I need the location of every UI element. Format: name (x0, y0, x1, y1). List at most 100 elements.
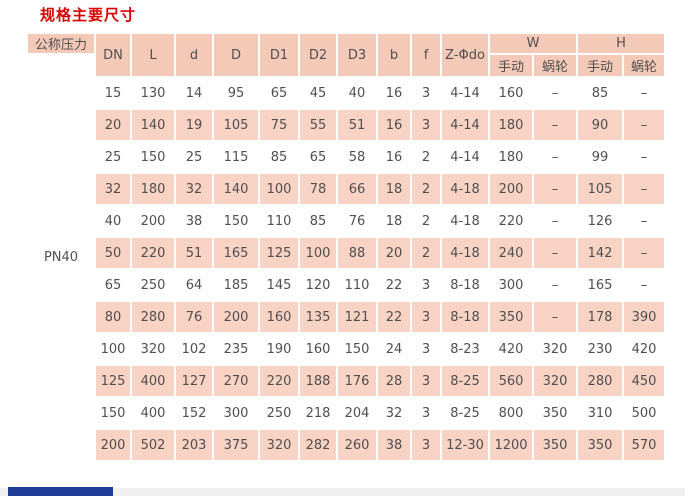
table-cell: 24 (378, 334, 410, 364)
table-row: 15 130 14 95 65 45 40 16 3 4-14 160–85– (28, 78, 664, 108)
table-cell: 420 (624, 334, 664, 364)
table-cell: 176 (338, 366, 376, 396)
col-header-f: f (412, 34, 440, 76)
table-cell: 4-18 (442, 206, 488, 236)
table-cell: 190 (260, 334, 298, 364)
table-cell: 350 (578, 430, 622, 460)
table-cell: 110 (338, 270, 376, 300)
table-cell: 19 (176, 110, 212, 140)
table-row: 32 180 32 140 100 78 66 18 2 4-18 200–105– (28, 174, 664, 204)
table-cell: 65 (96, 270, 130, 300)
table-cell: 800 (490, 398, 532, 428)
table-cell: 45 (300, 78, 336, 108)
table-cell: 50 (96, 238, 130, 268)
group-header-w: W (490, 34, 576, 53)
table-cell: 502 (132, 430, 174, 460)
table-cell: – (624, 110, 664, 140)
table-cell: 51 (176, 238, 212, 268)
table-cell: – (534, 142, 576, 172)
table-cell: 115 (214, 142, 258, 172)
table-cell: 310 (578, 398, 622, 428)
table-cell: 58 (338, 142, 376, 172)
col-header-d3: D3 (338, 34, 376, 76)
table-cell: 38 (176, 206, 212, 236)
table-cell: 280 (578, 366, 622, 396)
table-cell: 320 (534, 366, 576, 396)
table-cell: 3 (412, 78, 440, 108)
table-cell: 76 (338, 206, 376, 236)
table-cell: 85 (578, 78, 622, 108)
table-cell: 1200 (490, 430, 532, 460)
table-cell: 85 (300, 206, 336, 236)
table-cell: 165 (578, 270, 622, 300)
table-cell: 450 (624, 366, 664, 396)
table-cell: 220 (490, 206, 532, 236)
table-cell: 250 (260, 398, 298, 428)
table-cell: 130 (132, 78, 174, 108)
col-header-d1: D1 (260, 34, 298, 76)
table-cell: 200 (132, 206, 174, 236)
header-row-1: 公称压力 DN L d D D1 D2 D3 b f Z-Φdo W H (28, 34, 664, 76)
table-cell: 12-30 (442, 430, 488, 460)
col-header-z: Z-Φdo (442, 34, 488, 76)
table-cell: 300 (214, 398, 258, 428)
sub-header-w-worm: 蜗轮 (534, 55, 576, 76)
pressure-value-cell: PN40 (28, 55, 94, 460)
table-cell: 420 (490, 334, 532, 364)
table-row: 100 320 102 235 190 160 150 24 3 8-23 420 320 230 420 (28, 334, 664, 364)
table-cell: 4-18 (442, 238, 488, 268)
spec-table: 公称压力 DN L d D D1 D2 D3 b f Z-Φdo W H PN4… (26, 32, 666, 462)
table-cell: 126 (578, 206, 622, 236)
table-cell: 145 (260, 270, 298, 300)
active-tab-indicator[interactable] (8, 487, 113, 496)
table-cell: 100 (260, 174, 298, 204)
table-cell: 65 (260, 78, 298, 108)
table-cell: 150 (214, 206, 258, 236)
table-cell: 75 (260, 110, 298, 140)
table-cell: 8-23 (442, 334, 488, 364)
table-cell: 99 (578, 142, 622, 172)
table-cell: 25 (176, 142, 212, 172)
table-cell: 185 (214, 270, 258, 300)
table-cell: 500 (624, 398, 664, 428)
sub-header-w-manual: 手动 (490, 55, 532, 76)
table-cell: 22 (378, 270, 410, 300)
table-cell: 150 (338, 334, 376, 364)
table-cell: 320 (534, 334, 576, 364)
table-cell: 140 (132, 110, 174, 140)
table-cell: 165 (214, 238, 258, 268)
table-cell: 40 (96, 206, 130, 236)
table-cell: 188 (300, 366, 336, 396)
table-cell: 375 (214, 430, 258, 460)
table-cell: 204 (338, 398, 376, 428)
table-cell: 4-14 (442, 78, 488, 108)
table-cell: 22 (378, 302, 410, 332)
table-cell: 160 (300, 334, 336, 364)
table-cell: 260 (338, 430, 376, 460)
sub-header-h-manual: 手动 (578, 55, 622, 76)
table-cell: 18 (378, 206, 410, 236)
table-cell: 570 (624, 430, 664, 460)
col-header-D: D (214, 34, 258, 76)
table-cell: 200 (490, 174, 532, 204)
group-header-h: H (578, 34, 664, 53)
table-cell: 8-18 (442, 302, 488, 332)
table-cell: 220 (260, 366, 298, 396)
table-cell: 4-14 (442, 142, 488, 172)
table-cell: – (534, 270, 576, 300)
table-cell: 150 (132, 142, 174, 172)
table-cell: 3 (412, 398, 440, 428)
page-title: 规格主要尺寸 (40, 6, 137, 24)
table-cell: 32 (96, 174, 130, 204)
table-cell: 90 (578, 110, 622, 140)
table-cell: 100 (300, 238, 336, 268)
table-cell: 8-18 (442, 270, 488, 300)
table-cell: 32 (176, 174, 212, 204)
table-cell: 320 (132, 334, 174, 364)
table-cell: 8-25 (442, 398, 488, 428)
table-cell: 51 (338, 110, 376, 140)
table-cell: 28 (378, 366, 410, 396)
table-cell: 250 (132, 270, 174, 300)
table-cell: – (624, 78, 664, 108)
table-cell: 200 (96, 430, 130, 460)
